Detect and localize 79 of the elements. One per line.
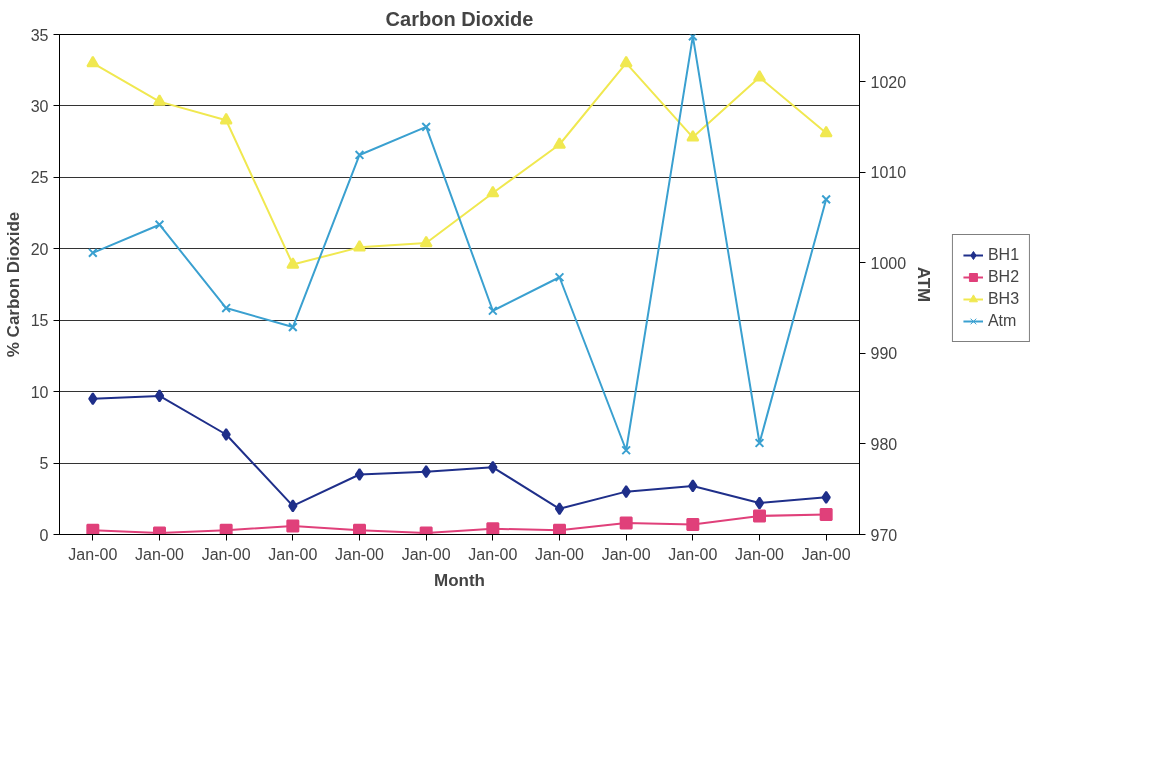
x-tick-label: Jan-00 (401, 545, 451, 563)
x-tick-label: Jan-00 (335, 545, 385, 563)
point (421, 122, 432, 132)
y2-tick-label: 970 (870, 526, 898, 544)
point (87, 247, 98, 258)
point (753, 509, 766, 523)
y-tick-label: 0 (39, 526, 49, 544)
chart-title: Carbon Dioxide (385, 7, 534, 30)
point (553, 137, 566, 149)
point (154, 389, 165, 403)
point (554, 502, 565, 516)
y-tick-label: 15 (30, 312, 49, 330)
point (288, 499, 298, 513)
point (154, 219, 165, 230)
point (419, 235, 433, 248)
y-axis-title: % Carbon Dioxide (3, 211, 23, 358)
y2-tick-label: 1000 (870, 254, 907, 272)
y2-tick-label: 980 (870, 435, 898, 453)
point (819, 508, 833, 521)
point (486, 185, 500, 198)
x-tick-label: Jan-00 (601, 545, 651, 563)
point (287, 322, 298, 332)
y2-tick-label: 1010 (870, 164, 907, 182)
y2-tick-label: 990 (870, 345, 898, 363)
point (553, 523, 566, 535)
point (354, 468, 365, 481)
point (488, 460, 498, 474)
x-tick-label: Jan-00 (135, 545, 185, 563)
x-tick-label: Jan-00 (535, 545, 585, 563)
point (221, 303, 232, 313)
point (554, 272, 565, 283)
legend-label: Atm (987, 312, 1017, 330)
point (88, 392, 98, 406)
point (686, 518, 700, 531)
point (621, 485, 631, 499)
point (688, 479, 698, 493)
x-tick-label: Jan-00 (268, 545, 318, 563)
legend-label: BH2 (987, 268, 1020, 286)
point (686, 130, 700, 142)
point (353, 523, 366, 535)
y2-tick-label: 1020 (870, 73, 907, 91)
legend-label: BH3 (987, 290, 1020, 308)
point (86, 55, 100, 68)
point (487, 305, 498, 316)
point (86, 523, 100, 535)
point (821, 490, 831, 504)
point (421, 465, 431, 479)
point (286, 519, 300, 533)
x-axis-title: Month (434, 570, 485, 590)
point (219, 523, 233, 535)
point (821, 194, 832, 205)
x-tick-label: Jan-00 (801, 545, 851, 563)
legend-label: BH1 (987, 246, 1020, 264)
y-tick-label: 5 (39, 455, 49, 473)
point (486, 522, 500, 535)
x-tick-label: Jan-00 (201, 545, 251, 563)
y-tick-label: 30 (30, 97, 49, 115)
point (754, 496, 765, 510)
point (353, 240, 366, 252)
x-tick-label: Jan-00 (68, 545, 118, 563)
point (819, 125, 833, 138)
point (621, 445, 632, 456)
y2-axis-title: ATM (914, 266, 934, 303)
y-tick-label: 20 (30, 240, 49, 258)
x-tick-label: Jan-00 (668, 545, 718, 563)
point (153, 94, 166, 106)
x-tick-label: Jan-00 (468, 545, 518, 563)
point (619, 55, 633, 68)
x-tick-label: Jan-00 (735, 545, 785, 563)
point (354, 150, 365, 160)
y-tick-label: 25 (30, 169, 49, 187)
point (754, 438, 765, 448)
point (221, 428, 231, 441)
point (619, 516, 633, 530)
point (753, 70, 766, 82)
y-tick-label: 35 (30, 26, 49, 44)
point (219, 112, 233, 125)
point (286, 257, 300, 269)
y-tick-label: 10 (30, 383, 49, 401)
